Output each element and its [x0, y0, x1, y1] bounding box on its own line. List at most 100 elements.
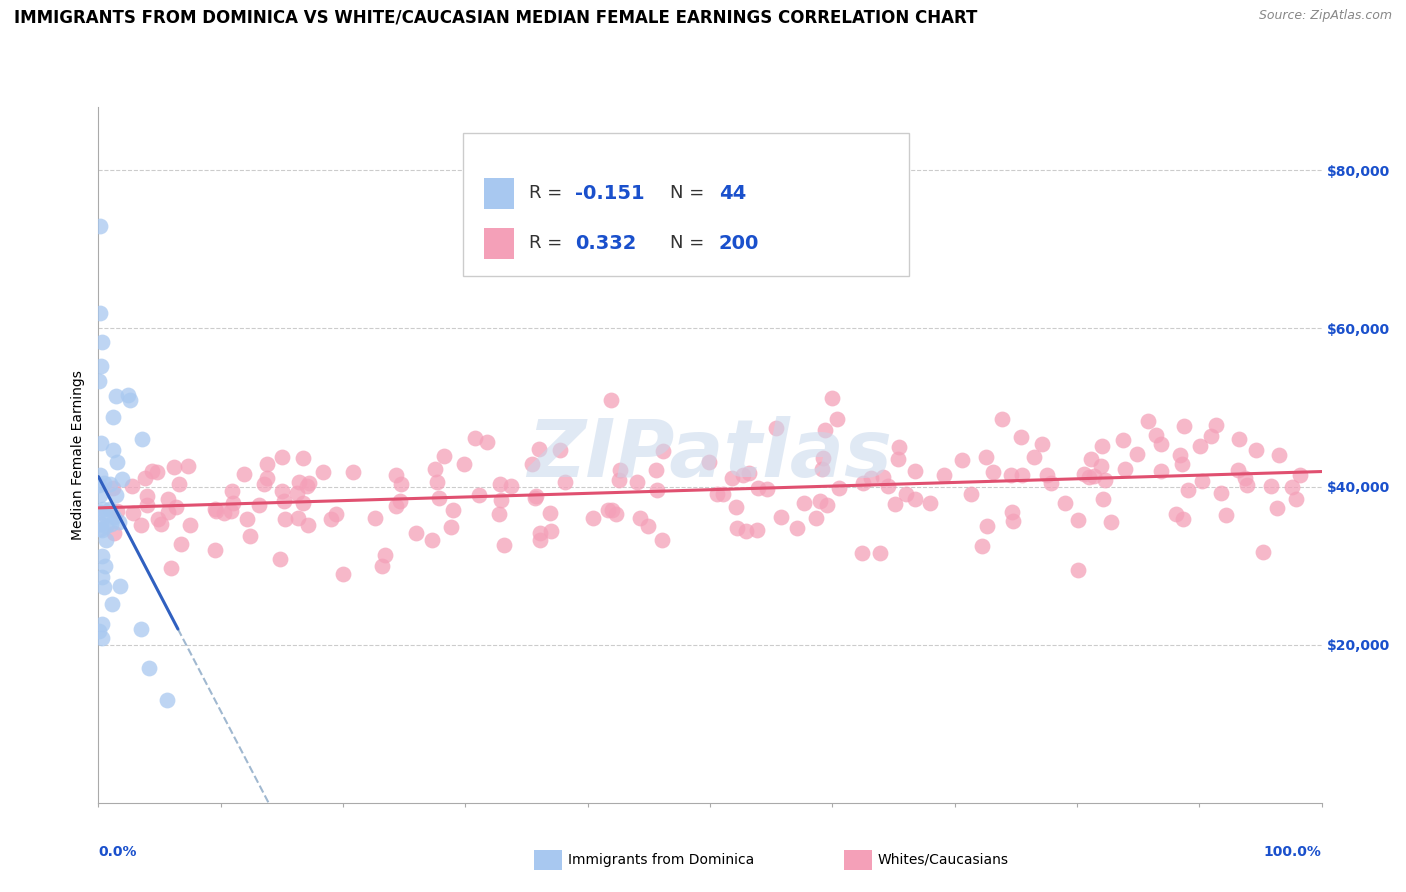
Point — [894, 487, 917, 501]
Point — [488, 507, 510, 521]
Point — [91, 549, 114, 563]
Point — [87, 624, 110, 638]
Point — [221, 484, 243, 499]
Point — [269, 552, 291, 566]
Point — [312, 465, 335, 479]
Point — [1091, 492, 1114, 507]
Point — [1039, 476, 1062, 491]
Point — [609, 463, 631, 477]
Point — [1126, 448, 1149, 462]
Point — [499, 479, 522, 493]
Point — [1022, 450, 1045, 464]
Point — [273, 494, 295, 508]
Point — [1036, 468, 1059, 483]
Point — [1011, 468, 1033, 483]
Point — [374, 548, 396, 562]
Point — [1236, 478, 1258, 492]
Point — [765, 420, 787, 434]
Point — [991, 412, 1014, 426]
Point — [205, 504, 228, 518]
Point — [1112, 433, 1135, 447]
Point — [298, 475, 321, 490]
Point — [814, 423, 837, 437]
Point — [129, 622, 152, 636]
Point — [89, 522, 111, 536]
Point — [426, 475, 449, 489]
Point — [872, 470, 894, 484]
Point — [120, 392, 142, 407]
Point — [851, 546, 873, 560]
Point — [492, 538, 515, 552]
Point — [869, 546, 891, 560]
Point — [960, 487, 983, 501]
Point — [1137, 414, 1160, 428]
Point — [1267, 501, 1289, 516]
Point — [170, 537, 193, 551]
Point — [489, 493, 512, 508]
Point — [733, 468, 755, 483]
Point — [600, 502, 623, 516]
Point — [89, 505, 111, 519]
Point — [371, 559, 394, 574]
Point — [1251, 545, 1274, 559]
Point — [91, 631, 114, 645]
Text: Source: ZipAtlas.com: Source: ZipAtlas.com — [1258, 9, 1392, 22]
Point — [644, 463, 666, 477]
Point — [598, 503, 620, 517]
Point — [363, 511, 385, 525]
Point — [488, 477, 510, 491]
Point — [1268, 448, 1291, 462]
Point — [1073, 467, 1095, 482]
Point — [101, 481, 124, 495]
Point — [101, 443, 124, 458]
Point — [103, 510, 125, 524]
Point — [179, 518, 201, 533]
Point — [697, 455, 720, 469]
Point — [287, 475, 309, 490]
Point — [1083, 468, 1105, 483]
Point — [105, 504, 128, 518]
Point — [650, 533, 672, 548]
Point — [745, 524, 768, 538]
Point — [747, 481, 769, 495]
Point — [103, 526, 125, 541]
Point — [136, 498, 159, 512]
Point — [105, 455, 128, 469]
Point — [236, 512, 259, 526]
Text: 200: 200 — [718, 234, 759, 253]
Point — [247, 498, 270, 512]
Point — [1077, 470, 1099, 484]
Text: IMMIGRANTS FROM DOMINICA VS WHITE/CAUCASIAN MEDIAN FEMALE EARNINGS CORRELATION C: IMMIGRANTS FROM DOMINICA VS WHITE/CAUCAS… — [14, 9, 977, 27]
Point — [91, 502, 114, 516]
Point — [156, 491, 179, 506]
Point — [93, 508, 115, 523]
Point — [1227, 432, 1250, 446]
Point — [90, 570, 112, 584]
Point — [89, 468, 111, 483]
Point — [219, 504, 242, 518]
Point — [93, 476, 115, 491]
Point — [724, 500, 747, 515]
Point — [828, 481, 851, 495]
Point — [554, 475, 576, 490]
Point — [811, 450, 834, 465]
Point — [821, 392, 844, 406]
Point — [804, 511, 827, 525]
Point — [292, 496, 315, 510]
Point — [162, 460, 184, 475]
Point — [156, 693, 179, 707]
Point — [384, 499, 406, 513]
Point — [420, 533, 443, 547]
Text: N =: N = — [669, 185, 710, 202]
Point — [811, 462, 834, 476]
Point — [582, 511, 605, 525]
Point — [1090, 459, 1112, 474]
Point — [706, 487, 728, 501]
Point — [453, 457, 475, 471]
Point — [167, 476, 190, 491]
Point — [523, 491, 546, 505]
Point — [887, 452, 910, 467]
Point — [90, 435, 112, 450]
Point — [1215, 508, 1237, 522]
Point — [605, 508, 627, 522]
